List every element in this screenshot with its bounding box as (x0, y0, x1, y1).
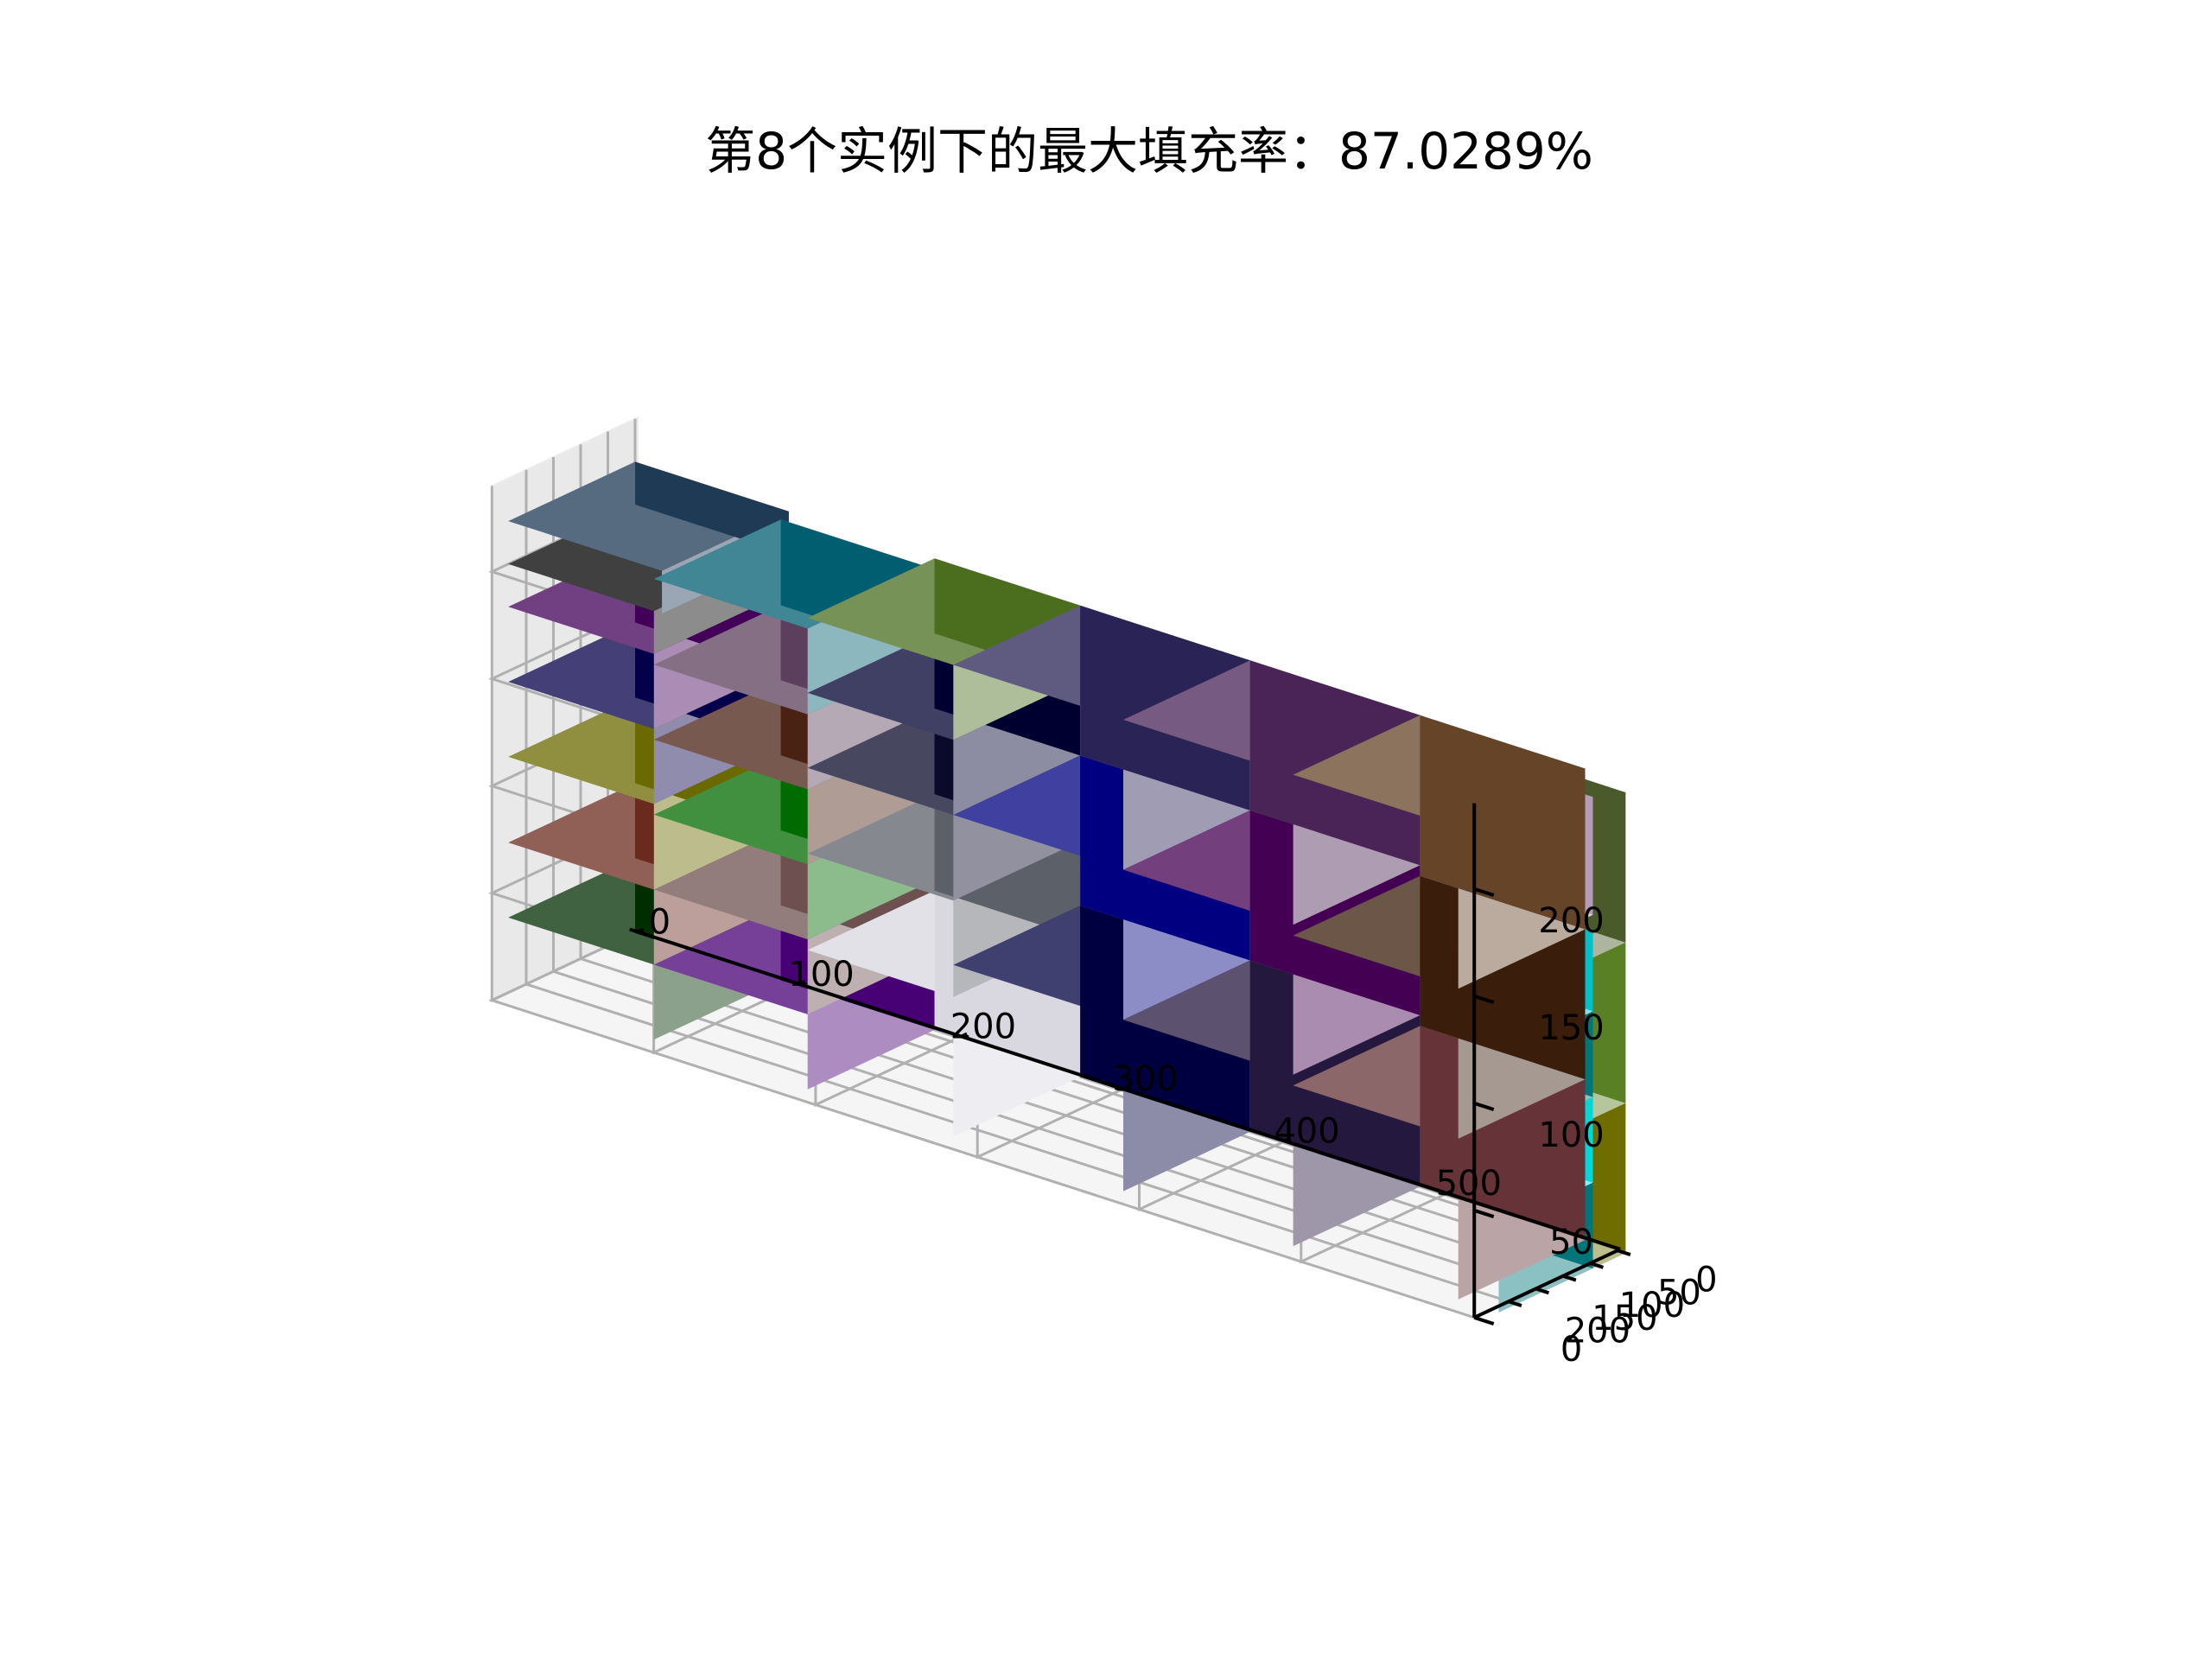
z-tick (1473, 1315, 1495, 1325)
x-tick (637, 927, 645, 934)
bars (508, 461, 1626, 1313)
bar-front (635, 461, 789, 555)
z-tick (1473, 1208, 1495, 1218)
x-tick-label: 0 (649, 903, 671, 943)
bar (1293, 715, 1586, 989)
y-tick (1508, 1300, 1522, 1307)
z-tick-label: 0 (1560, 1330, 1582, 1370)
z-tick (1473, 1101, 1495, 1111)
y-tick (1617, 1249, 1631, 1256)
x-tick-label: 400 (1274, 1112, 1339, 1152)
x-tick (1122, 1084, 1130, 1090)
z-tick (1473, 887, 1495, 897)
bar (1552, 779, 1626, 958)
y-tick (1535, 1287, 1550, 1295)
y-axis-line (1473, 1247, 1621, 1319)
chart-title: 第8个实例下的最大填充率：87.0289% (705, 122, 1593, 181)
y-tick-label: 150 (1592, 1299, 1657, 1338)
z-tick-label: 200 (1538, 901, 1604, 941)
bar-front (1585, 1090, 1626, 1254)
x-tick (960, 1032, 968, 1039)
y-tick-label: 0 (1695, 1261, 1717, 1300)
z-tick-label: 150 (1538, 1008, 1604, 1048)
z-tick-label: 100 (1538, 1116, 1604, 1155)
y-tick (1562, 1274, 1577, 1282)
bar-front (1585, 929, 1626, 1103)
bar-front (1420, 715, 1586, 930)
axes (629, 803, 1631, 1325)
x-tick (1446, 1189, 1453, 1195)
x-tick (798, 980, 806, 986)
y-tick-label: 100 (1619, 1286, 1685, 1325)
x-tick-label: 200 (950, 1007, 1016, 1047)
x-tick-label: 500 (1436, 1164, 1502, 1204)
y-tick (1589, 1262, 1605, 1269)
y-tick-label: 50 (1657, 1273, 1701, 1313)
z-tick-label: 50 (1549, 1223, 1593, 1262)
x-tick-label: 100 (788, 955, 854, 995)
x-tick-label: 300 (1112, 1059, 1178, 1099)
y-tick-label: 200 (1565, 1312, 1630, 1351)
bar-front (1585, 779, 1626, 943)
x-tick (1284, 1136, 1292, 1143)
gridline-z (488, 931, 1475, 1319)
z-tick (1473, 994, 1495, 1004)
